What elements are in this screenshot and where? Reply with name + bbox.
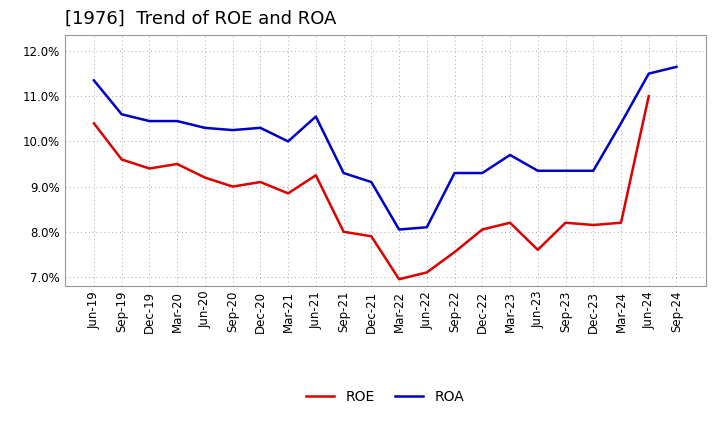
- ROE: [450, 249, 459, 255]
- ROE: [173, 161, 181, 167]
- Line: ROE: ROE: [94, 96, 649, 279]
- ROE: [478, 227, 487, 232]
- ROA: [423, 224, 431, 230]
- ROA: [367, 180, 376, 185]
- Line: ROA: ROA: [94, 67, 677, 230]
- ROE: [117, 157, 126, 162]
- ROA: [284, 139, 292, 144]
- ROE: [145, 166, 154, 171]
- Text: [1976]  Trend of ROE and ROA: [1976] Trend of ROE and ROA: [65, 10, 336, 28]
- ROE: [423, 270, 431, 275]
- ROA: [589, 168, 598, 173]
- ROE: [256, 180, 265, 185]
- ROE: [534, 247, 542, 253]
- ROE: [505, 220, 514, 225]
- ROA: [173, 118, 181, 124]
- ROE: [339, 229, 348, 235]
- ROA: [644, 71, 653, 76]
- ROA: [672, 64, 681, 70]
- ROE: [284, 191, 292, 196]
- ROA: [505, 152, 514, 158]
- ROE: [89, 121, 98, 126]
- ROA: [117, 112, 126, 117]
- ROE: [228, 184, 237, 189]
- ROE: [312, 172, 320, 178]
- ROE: [616, 220, 625, 225]
- ROA: [450, 170, 459, 176]
- ROE: [589, 222, 598, 227]
- ROA: [312, 114, 320, 119]
- ROA: [534, 168, 542, 173]
- ROE: [644, 94, 653, 99]
- ROA: [201, 125, 210, 131]
- ROA: [395, 227, 403, 232]
- ROE: [201, 175, 210, 180]
- ROE: [395, 277, 403, 282]
- ROA: [616, 121, 625, 126]
- ROA: [339, 170, 348, 176]
- ROA: [561, 168, 570, 173]
- ROE: [367, 234, 376, 239]
- ROA: [89, 78, 98, 83]
- ROE: [561, 220, 570, 225]
- ROA: [256, 125, 265, 131]
- ROA: [145, 118, 154, 124]
- Legend: ROE, ROA: ROE, ROA: [301, 385, 469, 410]
- ROA: [478, 170, 487, 176]
- ROA: [228, 128, 237, 133]
